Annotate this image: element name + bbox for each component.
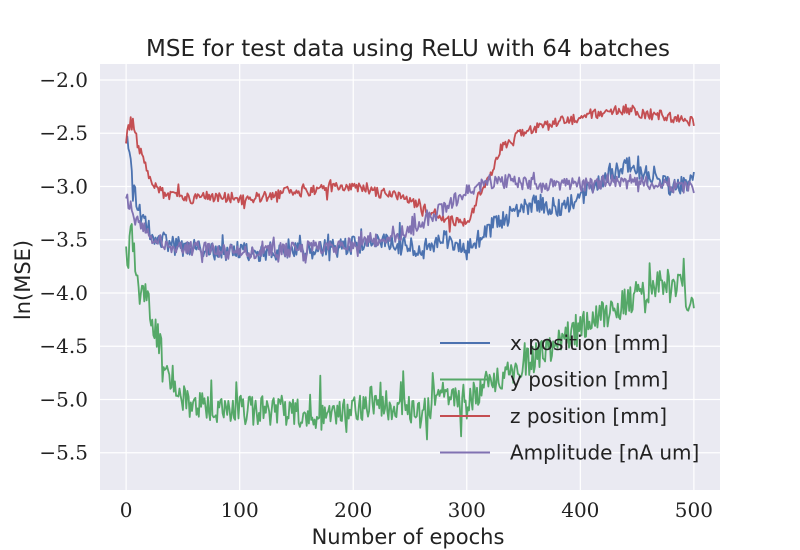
legend-label: y position [mm]: [510, 368, 668, 392]
x-tick-label: 100: [221, 498, 259, 522]
legend-label: Amplitude [nA um]: [510, 441, 699, 465]
x-axis-label: Number of epochs: [312, 525, 505, 549]
x-tick-label: 300: [448, 498, 486, 522]
y-axis-label: ln(MSE): [11, 240, 35, 320]
chart-title: MSE for test data using ReLU with 64 bat…: [146, 36, 670, 62]
series-line-2: [125, 223, 695, 441]
y-tick-label: −3.5: [39, 228, 88, 252]
y-tick-label: −5.5: [39, 441, 88, 465]
x-tick-label: 0: [120, 498, 133, 522]
series-line-4: [125, 171, 695, 264]
series-line-3: [125, 103, 695, 233]
legend-label: z position [mm]: [510, 404, 667, 428]
y-tick-label: −2.0: [39, 68, 88, 92]
tick-labels: 0 100 200 300 400 500 −5.5 −5.0 −4.5 −4.0 −3.5 −3.0…: [39, 68, 713, 522]
x-tick-label: 500: [675, 498, 713, 522]
x-tick-label: 400: [561, 498, 599, 522]
y-tick-label: −4.0: [39, 281, 88, 305]
y-tick-label: −4.5: [39, 334, 88, 358]
y-tick-label: −2.5: [39, 121, 88, 145]
y-tick-label: −5.0: [39, 387, 88, 411]
legend-label: x position [mm]: [510, 331, 668, 355]
series-layer: [125, 103, 695, 441]
x-tick-label: 200: [334, 498, 372, 522]
y-tick-label: −3.0: [39, 174, 88, 198]
legend: x position [mm] y position [mm] z position…: [440, 331, 699, 465]
